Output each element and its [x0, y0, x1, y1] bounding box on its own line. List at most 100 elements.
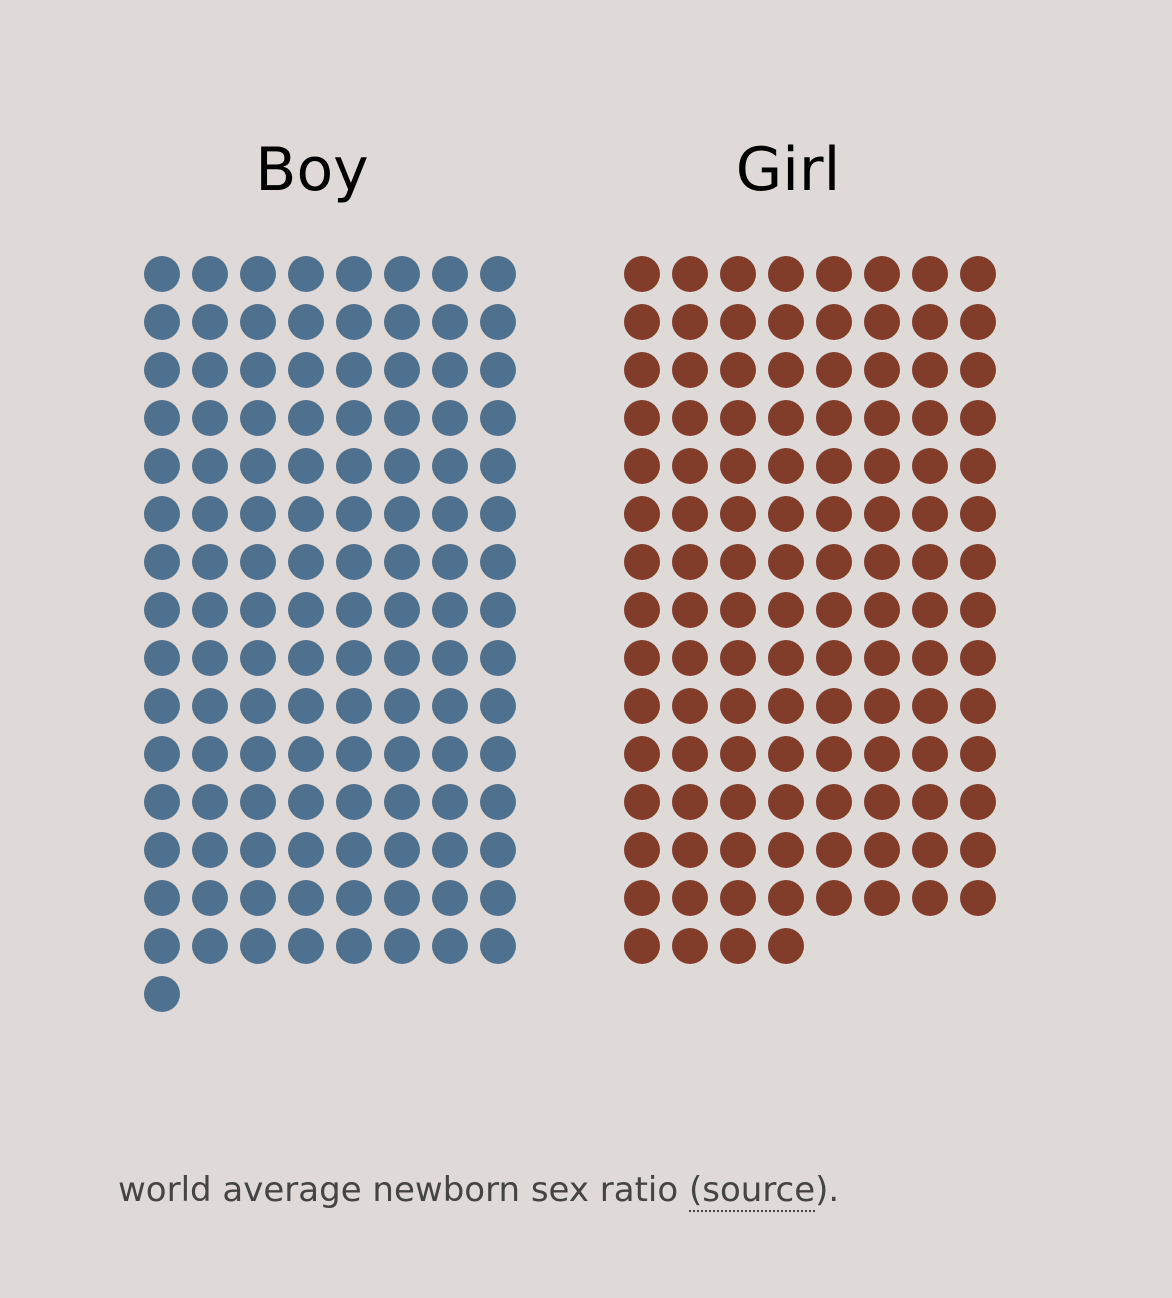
dot-boy	[288, 928, 324, 964]
dot-boy	[192, 928, 228, 964]
dot-boy	[384, 256, 420, 292]
dot-girl	[960, 736, 996, 772]
dot-boy	[192, 304, 228, 340]
dot-girl	[912, 688, 948, 724]
dot-girl	[624, 592, 660, 628]
dot-boy	[384, 352, 420, 388]
dot-girl	[720, 448, 756, 484]
dot-boy	[288, 544, 324, 580]
dot-girl	[768, 592, 804, 628]
dot-boy	[384, 928, 420, 964]
dot-boy	[480, 352, 516, 388]
dot-girl	[816, 592, 852, 628]
dot-girl	[816, 352, 852, 388]
dot-boy	[288, 832, 324, 868]
dot-girl	[768, 784, 804, 820]
dot-boy	[192, 496, 228, 532]
dot-boy	[432, 544, 468, 580]
dot-girl	[768, 832, 804, 868]
dot-girl	[720, 256, 756, 292]
dot-boy	[240, 592, 276, 628]
dot-girl	[912, 544, 948, 580]
dot-boy	[288, 496, 324, 532]
dot-boy	[336, 832, 372, 868]
dot-girl	[864, 352, 900, 388]
dot-boy	[432, 448, 468, 484]
dot-girl	[960, 256, 996, 292]
series-title-boy: Boy	[255, 135, 369, 205]
dot-girl	[624, 496, 660, 532]
dot-girl	[960, 448, 996, 484]
dot-boy	[240, 352, 276, 388]
dot-boy	[384, 304, 420, 340]
dot-boy	[144, 592, 180, 628]
dot-boy	[288, 688, 324, 724]
dot-girl	[960, 400, 996, 436]
dot-boy	[240, 688, 276, 724]
dot-group-boy	[144, 256, 516, 1012]
dot-girl	[672, 352, 708, 388]
dot-boy	[144, 640, 180, 676]
dot-boy	[336, 400, 372, 436]
dot-girl	[624, 688, 660, 724]
dot-boy	[192, 400, 228, 436]
dot-girl	[720, 592, 756, 628]
dot-boy	[240, 832, 276, 868]
dot-girl	[720, 304, 756, 340]
dot-boy	[144, 304, 180, 340]
dot-boy	[384, 832, 420, 868]
dot-boy	[144, 448, 180, 484]
dot-girl	[912, 352, 948, 388]
dot-boy	[288, 352, 324, 388]
dot-boy	[480, 592, 516, 628]
dot-girl	[720, 832, 756, 868]
dot-girl	[912, 304, 948, 340]
dot-boy	[432, 736, 468, 772]
dot-girl	[864, 256, 900, 292]
dot-boy	[336, 448, 372, 484]
dot-boy	[288, 880, 324, 916]
dot-girl	[720, 736, 756, 772]
dot-boy	[144, 928, 180, 964]
dot-boy	[192, 640, 228, 676]
dot-girl	[768, 928, 804, 964]
dot-boy	[480, 448, 516, 484]
dot-boy	[192, 256, 228, 292]
dot-boy	[144, 832, 180, 868]
dot-boy	[336, 352, 372, 388]
dot-girl	[816, 736, 852, 772]
dot-girl	[864, 736, 900, 772]
dot-boy	[432, 832, 468, 868]
dot-boy	[480, 784, 516, 820]
dot-boy	[384, 736, 420, 772]
dot-girl	[816, 880, 852, 916]
dot-boy	[480, 640, 516, 676]
dot-boy	[288, 448, 324, 484]
source-link[interactable]: (source	[688, 1170, 816, 1212]
dot-girl	[672, 448, 708, 484]
dot-boy	[336, 304, 372, 340]
dot-girl	[960, 304, 996, 340]
dot-boy	[480, 832, 516, 868]
dot-boy	[240, 256, 276, 292]
source-link-open: (	[688, 1170, 703, 1210]
dot-girl	[672, 784, 708, 820]
dot-girl	[912, 784, 948, 820]
dot-girl	[912, 880, 948, 916]
dot-boy	[144, 880, 180, 916]
dot-boy	[480, 880, 516, 916]
dot-boy	[288, 736, 324, 772]
dot-girl	[768, 400, 804, 436]
dot-girl	[768, 496, 804, 532]
dot-girl	[768, 448, 804, 484]
dot-boy	[480, 256, 516, 292]
dot-boy	[192, 352, 228, 388]
dot-girl	[624, 544, 660, 580]
dot-girl	[816, 304, 852, 340]
dot-boy	[336, 880, 372, 916]
dot-girl	[816, 784, 852, 820]
dot-girl	[912, 448, 948, 484]
dot-girl	[816, 832, 852, 868]
